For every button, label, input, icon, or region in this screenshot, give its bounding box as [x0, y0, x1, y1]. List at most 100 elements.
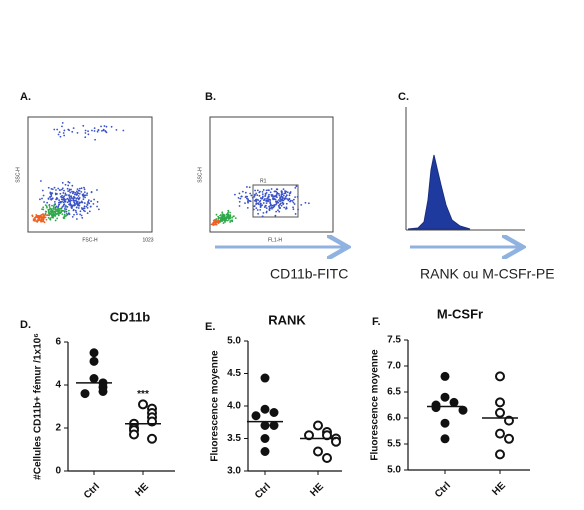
event-dot [227, 211, 229, 214]
event-dot [285, 207, 288, 210]
event-dot [63, 129, 66, 132]
event-dot [241, 190, 244, 193]
event-dot [234, 217, 237, 220]
data-point [322, 453, 332, 463]
event-dot [275, 188, 278, 191]
event-dot [115, 129, 118, 131]
event-dot [78, 202, 81, 205]
event-dot [64, 192, 67, 195]
event-dot [47, 210, 50, 212]
event-dot [275, 194, 278, 197]
data-point [98, 386, 108, 396]
event-dot [78, 192, 81, 195]
event-dot [72, 127, 75, 130]
event-dot [65, 210, 68, 213]
event-dot [92, 202, 95, 205]
event-dot [267, 200, 270, 203]
event-dot [278, 210, 281, 213]
y-axis-label: #Cellules CD11b+ fémur /1x10⁶ [33, 333, 44, 480]
event-dot [282, 194, 285, 197]
event-dot [72, 190, 75, 193]
event-dot [32, 219, 35, 222]
event-dot [87, 133, 90, 136]
event-dot [223, 213, 225, 216]
event-dot [50, 195, 53, 198]
axis-label: 1023 [142, 237, 153, 243]
event-dot [286, 198, 289, 201]
data-point [313, 420, 323, 431]
y-tick-label: 6.5 [387, 387, 401, 398]
event-dot [70, 197, 73, 200]
event-dot [86, 192, 89, 195]
axis-label: SSC-H [197, 167, 203, 183]
event-dot [58, 131, 61, 134]
event-dot [48, 212, 51, 215]
histogram [407, 154, 471, 230]
event-dot [232, 215, 235, 218]
event-dot [55, 189, 57, 191]
event-dot [46, 206, 48, 209]
y-tick-label: 0 [55, 466, 61, 477]
data-point [260, 373, 270, 383]
y-tick-label: 7.0 [387, 361, 401, 372]
event-dot [270, 193, 273, 196]
event-dot [96, 201, 99, 203]
event-dot [268, 207, 271, 210]
y-tick-label: 4 [55, 380, 61, 391]
event-dot [67, 212, 70, 215]
event-dot [250, 194, 253, 197]
event-dot [78, 204, 80, 207]
event-dot [262, 189, 265, 191]
event-dot [87, 199, 90, 202]
event-dot [71, 192, 74, 195]
event-dot [245, 197, 248, 200]
event-dot [50, 193, 53, 196]
event-dot [56, 210, 59, 213]
event-dot [238, 205, 241, 207]
data-point [269, 408, 279, 417]
event-dot [246, 206, 249, 209]
data-point [89, 356, 99, 366]
event-dot [280, 204, 283, 207]
event-dot [42, 213, 44, 215]
event-dot [80, 214, 83, 217]
data-point [269, 421, 279, 430]
event-dot [79, 210, 82, 213]
y-tick-label: 5.0 [387, 465, 401, 476]
event-dot [59, 200, 62, 203]
data-point [449, 397, 459, 407]
event-dot [96, 189, 98, 191]
event-dot [264, 206, 266, 208]
event-dot [64, 204, 67, 207]
event-dot [61, 210, 64, 212]
event-dot [31, 214, 34, 217]
event-dot [265, 207, 268, 209]
event-dot [294, 196, 296, 199]
event-dot [76, 197, 79, 199]
data-point [260, 434, 270, 443]
event-dot [238, 200, 241, 203]
event-dot [221, 212, 224, 215]
event-dot [280, 195, 283, 198]
data-point [147, 433, 157, 444]
event-dot [268, 193, 270, 196]
event-dot [269, 191, 272, 194]
event-dot [35, 213, 38, 216]
event-dot [75, 211, 78, 214]
event-dot [93, 127, 96, 129]
event-dot [231, 216, 233, 219]
event-dot [68, 196, 71, 199]
event-dot [273, 205, 276, 208]
event-dot [78, 189, 81, 192]
event-dot [67, 190, 70, 193]
event-dot [87, 200, 90, 203]
event-dot [297, 208, 299, 211]
event-dot [80, 190, 83, 193]
event-dot [279, 202, 282, 205]
event-dot [282, 203, 285, 206]
data-point [260, 421, 270, 430]
data-point [495, 407, 505, 418]
event-dot [284, 190, 286, 192]
data-point [440, 434, 450, 444]
